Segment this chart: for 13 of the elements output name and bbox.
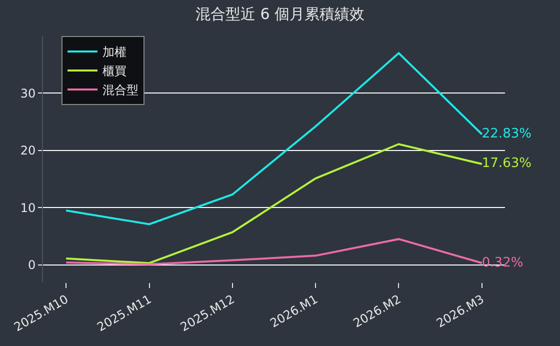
line-series xyxy=(65,238,483,266)
legend-label: 櫃買 xyxy=(102,64,126,78)
data-label: 22.83% xyxy=(482,126,532,142)
line-series xyxy=(65,143,483,264)
y-tick-label: 30 xyxy=(20,86,36,100)
chart-title: 混合型近 6 個月累積績效 xyxy=(195,5,365,24)
data-label: 17.63% xyxy=(482,156,532,172)
legend-label: 加權 xyxy=(102,45,126,60)
legend-label: 混合型 xyxy=(102,83,138,98)
y-tick-label: 20 xyxy=(20,144,36,158)
y-tick-label: 10 xyxy=(20,200,36,215)
y-tick-label: 0 xyxy=(28,258,36,272)
data-label: 0.32% xyxy=(482,255,524,270)
